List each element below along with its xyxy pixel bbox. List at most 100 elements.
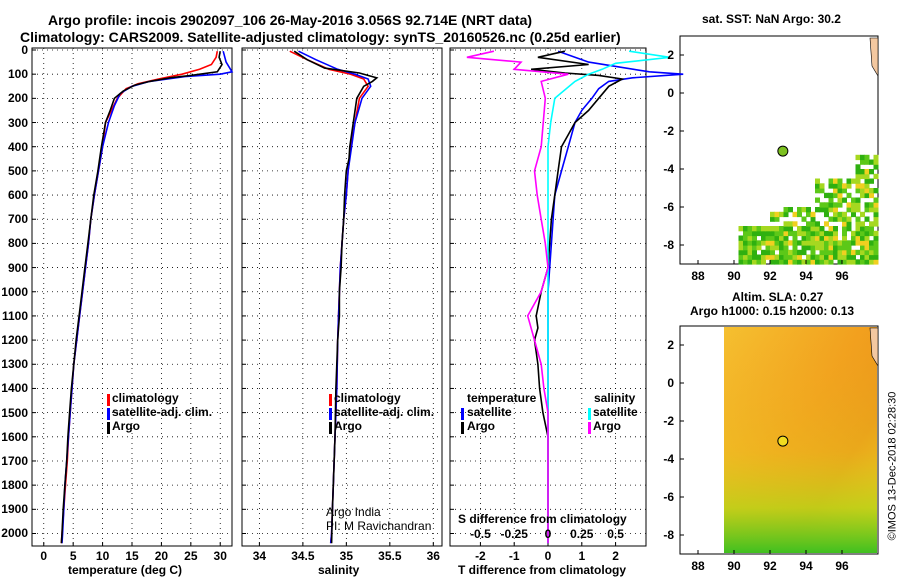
- x-tick-label: 34: [253, 549, 267, 563]
- sst-cell: [842, 183, 847, 189]
- sst-cell: [806, 240, 811, 246]
- map-y-tick-label: 2: [667, 48, 674, 62]
- sst-cell: [851, 202, 856, 208]
- sst-cell: [873, 245, 879, 251]
- sst-cell: [792, 221, 798, 227]
- s-tick-label: -0.5: [470, 527, 491, 541]
- sst-cell: [864, 235, 870, 241]
- sst-cell: [837, 188, 843, 194]
- sst-cell: [873, 154, 879, 161]
- legend-mark-argo: [107, 422, 110, 434]
- coastline: [869, 327, 879, 368]
- sst-cell: [765, 254, 771, 260]
- map-y-tick-label: -8: [663, 528, 674, 542]
- sst-cell: [779, 249, 784, 256]
- sst-cell: [873, 249, 879, 256]
- sst-cell: [842, 245, 847, 251]
- s-tick-label: 0: [545, 527, 552, 541]
- sst-cell: [824, 221, 829, 227]
- sst-cell: [864, 249, 870, 256]
- sst-cell: [806, 221, 811, 227]
- sst-cell: [815, 226, 820, 232]
- sst-cell: [833, 230, 838, 237]
- sst-cell: [842, 221, 847, 227]
- map-x-tick-label: 96: [835, 269, 849, 283]
- credit-line-2: PI: M Ravichandran: [326, 519, 432, 533]
- sst-cell: [824, 230, 829, 237]
- sst-cell: [774, 259, 780, 265]
- x-tick-label: 25: [184, 549, 198, 563]
- sst-cell: [810, 235, 816, 241]
- sst-cell: [801, 226, 807, 232]
- sst-cell: [761, 240, 766, 246]
- sst-cell: [815, 183, 820, 189]
- depth-tick-label: 1400: [1, 381, 28, 396]
- sst-cell: [783, 207, 789, 213]
- sst-cell: [842, 235, 847, 241]
- sst-cell: [833, 235, 838, 241]
- sst-cell: [824, 259, 829, 265]
- sst-cell: [873, 173, 879, 180]
- sst-cell: [828, 245, 834, 251]
- sst-cell: [770, 216, 775, 222]
- sla-field-overlay: [724, 327, 877, 553]
- sst-cell: [747, 254, 753, 260]
- sst-cell: [819, 240, 825, 246]
- x-tick-label: 35.5: [378, 549, 402, 563]
- map-x-tick-label: 88: [691, 559, 705, 573]
- argo-position-marker: [777, 145, 789, 157]
- sst-cell: [873, 240, 879, 246]
- series-climatology: [60, 51, 219, 544]
- depth-tick-label: 1600: [1, 429, 28, 444]
- sst-cell: [788, 207, 793, 213]
- sst-cell: [788, 226, 793, 232]
- sst-cell: [765, 230, 771, 237]
- sst-cell: [770, 259, 775, 265]
- depth-tick-label: 1100: [1, 308, 28, 323]
- sst-cell: [779, 235, 784, 241]
- sst-cell: [770, 254, 775, 260]
- sst-cell: [815, 259, 820, 265]
- sst-cell: [828, 259, 834, 265]
- sst-cell: [810, 216, 816, 222]
- sal-legend-climatology: climatology: [334, 391, 401, 405]
- sst-cell: [873, 202, 879, 208]
- sst-cell: [846, 178, 852, 184]
- sst-cell: [752, 254, 757, 260]
- sst-cell: [810, 240, 816, 246]
- sst-cell: [860, 183, 865, 189]
- sst-cell: [752, 240, 757, 246]
- sst-cell: [761, 226, 766, 232]
- sst-cell: [828, 183, 834, 189]
- s-tick-label: 0.25: [570, 527, 594, 541]
- sst-cell: [864, 216, 870, 222]
- sst-cell: [837, 192, 843, 199]
- sst-cell: [774, 245, 780, 251]
- sst-cell: [747, 230, 753, 237]
- legend-mark-t-sat: [461, 408, 464, 420]
- sst-cell: [860, 221, 865, 227]
- sst-cell: [774, 254, 780, 260]
- sst-cell: [765, 249, 771, 256]
- sst-cell: [851, 235, 856, 241]
- sst-cell: [774, 240, 780, 246]
- x-tick-label: 5: [70, 549, 77, 563]
- sst-cell: [779, 211, 784, 218]
- x-tick-label: 15: [125, 549, 139, 563]
- sst-cell: [788, 230, 793, 237]
- sst-cell: [828, 235, 834, 241]
- sst-cell: [783, 240, 789, 246]
- map-x-tick-label: 90: [727, 559, 741, 573]
- legend-mark-s-argo: [588, 422, 591, 434]
- sst-cell: [801, 245, 807, 251]
- sst-cell: [806, 230, 811, 237]
- sst-cell: [864, 207, 870, 213]
- sst-cell: [801, 207, 807, 213]
- sst-cell: [864, 154, 870, 161]
- sst-cell: [756, 254, 762, 260]
- sst-cell: [801, 230, 807, 237]
- sst-cell: [756, 245, 762, 251]
- depth-tick-label: 1500: [1, 405, 28, 420]
- sst-cell: [747, 235, 753, 241]
- sst-cell: [828, 178, 834, 184]
